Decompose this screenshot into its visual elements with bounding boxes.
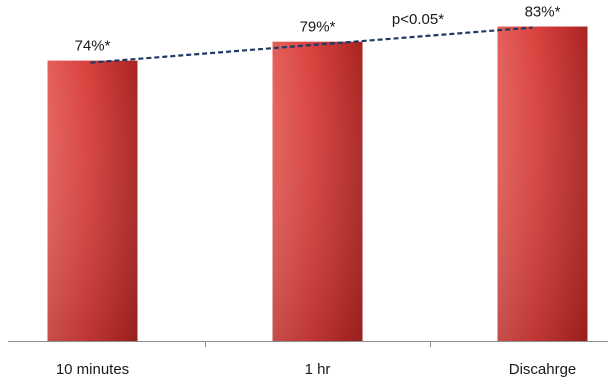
data-label: 79%* xyxy=(300,19,336,36)
data-labels: 74%* 79%* 83%* xyxy=(75,4,561,55)
trendline xyxy=(90,26,533,64)
data-label: 74%* xyxy=(75,38,111,55)
p-value-annotation: p<0.05* xyxy=(392,11,444,28)
bar-shade xyxy=(497,26,588,342)
x-tick-label: 1 hr xyxy=(305,361,331,378)
x-tick-label: Discahrge xyxy=(509,361,577,378)
x-axis: 10 minutes 1 hr Discahrge xyxy=(8,341,608,378)
trendline-layer: p<0.05* xyxy=(90,11,533,64)
bars-layer xyxy=(47,26,588,342)
data-label: 83%* xyxy=(525,4,561,21)
x-tick-label: 10 minutes xyxy=(56,361,129,378)
bar-shade xyxy=(272,41,363,342)
bar-shade xyxy=(47,60,138,341)
